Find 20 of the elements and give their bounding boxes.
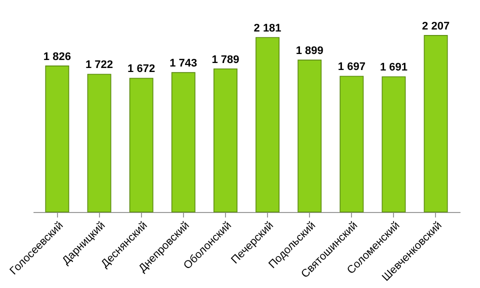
bar <box>171 72 196 212</box>
bar <box>424 35 448 212</box>
bar <box>382 76 406 212</box>
data-label: 1 789 <box>212 54 240 66</box>
data-label: 1 826 <box>43 50 71 63</box>
bar <box>213 68 238 212</box>
bar <box>256 37 280 212</box>
bar <box>45 66 70 212</box>
data-label: 2 207 <box>422 20 450 32</box>
data-label: 1 672 <box>128 63 156 76</box>
data-label: 1 743 <box>170 58 198 70</box>
data-label: 1 691 <box>380 62 408 74</box>
bar <box>298 60 322 212</box>
data-label: 1 722 <box>85 59 114 72</box>
bar <box>129 78 154 212</box>
data-label: 1 697 <box>338 61 366 74</box>
data-label: 2 181 <box>254 22 282 35</box>
bar <box>87 74 112 212</box>
bar <box>340 76 364 212</box>
data-label: 1 899 <box>296 45 324 58</box>
